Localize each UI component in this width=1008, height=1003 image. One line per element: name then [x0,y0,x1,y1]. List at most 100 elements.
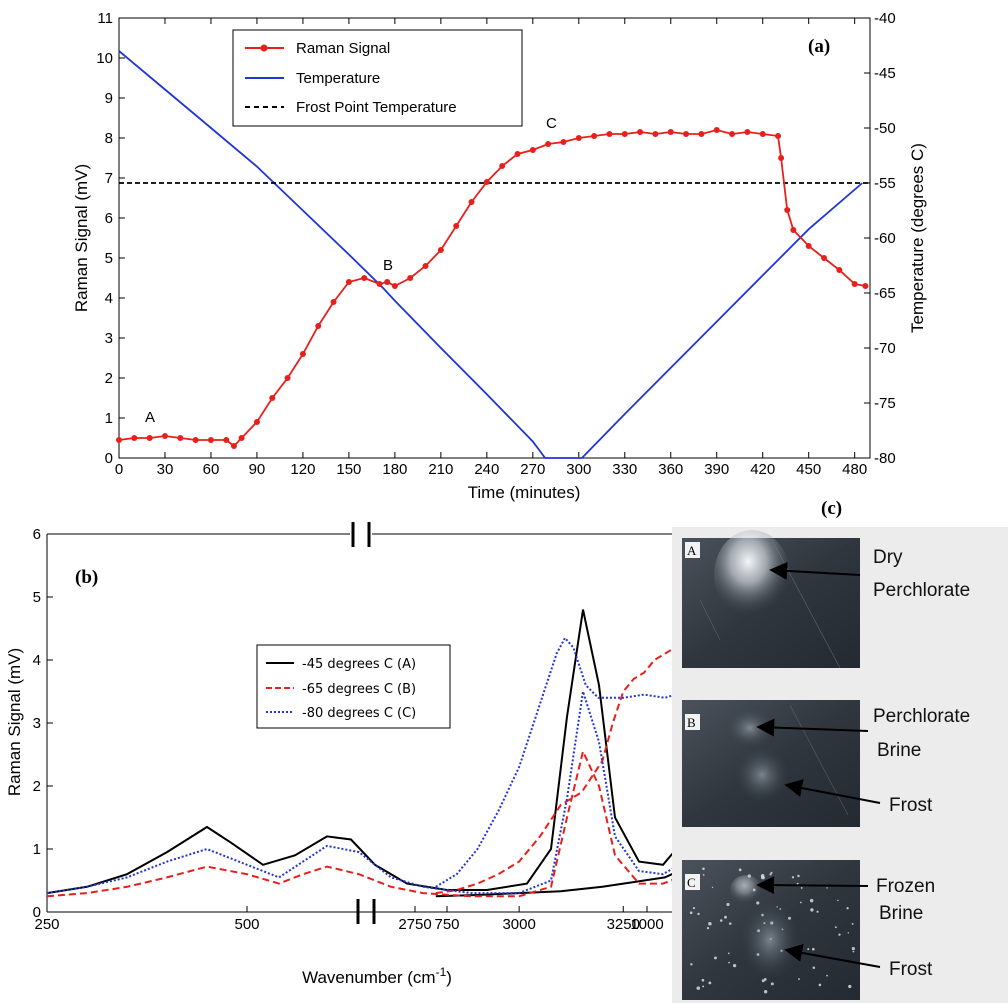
frost-dot [696,986,701,990]
raman-signal-point [621,131,628,137]
y2-tick-label: -50 [874,120,896,137]
raman-signal-point [545,141,552,147]
frost-dot [706,926,710,930]
photo-b-label-line2: Brine [877,740,921,761]
y-tick-label: 2 [105,370,113,387]
plot-b-xlabel: Wavenumber (cm-1) [302,965,452,987]
frost-dot [847,932,850,934]
raman-signal-point [437,247,444,253]
y-tick-label: 4 [105,290,113,307]
frost-dot [816,910,819,913]
legend-b-label: -65 degrees C (B) [302,682,416,697]
plot-a-ylabel: Raman Signal (mV) [72,164,91,312]
raman-signal-point [759,131,766,137]
raman-signal-point [284,375,291,381]
raman-signal-point [637,129,644,135]
legend-a-label: -45 degrees C (A) [302,657,416,672]
y-tick-label: 6 [105,210,113,227]
b-y-tick-label: 2 [33,778,41,795]
frost-dot [761,979,765,983]
x-tick-label: 240 [474,461,499,478]
arrow-frozen-brine [756,876,869,895]
frost-dot [848,984,852,989]
frost-dot [770,982,774,986]
plot-a-series [116,50,870,459]
b-y-tick-label: 6 [33,526,41,543]
raman-signal-point [330,299,337,305]
b-x-tick-label: 250 [34,916,59,933]
x-tick-label: 150 [336,461,361,478]
raman-signal-point [778,155,785,161]
y-tick-label: 8 [105,130,113,147]
x-tick-label: 0 [115,461,123,478]
frost-dot [702,867,705,871]
b-x-tick-label: 500 [234,916,259,933]
frost-dot [770,871,773,874]
frost-dot [812,947,815,951]
x-tick-label: 360 [658,461,683,478]
frost-dot [714,956,717,960]
y-tick-label: 3 [105,330,113,347]
frost-dot [689,911,693,915]
y2-tick-label: -70 [874,340,896,357]
raman-signal-point [384,279,391,285]
raman-signal-point [345,279,352,285]
y2-tick-label: -40 [874,10,896,27]
frost-dot [791,876,795,879]
legend-c-label: -80 degrees C (C) [302,706,416,721]
b-y-tick-label: 1 [33,841,41,858]
point-label-a: A [145,409,155,426]
raman-signal-point [575,135,582,141]
raman-signal-point [361,275,368,281]
raman-signal-point [230,443,237,449]
b-x-tick-label: 3000 [502,916,535,933]
y-tick-label: 11 [97,10,113,27]
arrow-frost-b [784,779,881,804]
photo-b-label-line1: Perchlorate [873,706,970,727]
frost-dot [799,901,802,904]
raman-signal-point [591,133,598,139]
frost-dot [701,978,705,982]
panel-a-label: (a) [808,36,830,57]
y2-tick-label: -60 [874,230,896,247]
raman-signal-point [299,351,306,357]
plot-a-legend: Raman Signal Temperature Frost Point Tem… [232,29,523,127]
raman-signal-point [744,129,751,135]
frost-dot [810,908,814,912]
frost-dot [702,985,705,988]
raman-signal-point [161,433,168,439]
y2-tick-label: -65 [874,285,896,302]
photo-b: B Perchlorate Brine Frost [682,700,970,827]
x-tick-label: 90 [249,461,266,478]
frost-dot [800,886,803,889]
raman-signal-point [784,207,791,213]
plot-a-xlabel: Time (minutes) [468,483,581,502]
raman-signal-point [499,163,506,169]
raman-signal-point [207,437,214,443]
plot-a-y2label: Temperature (degrees C) [908,143,927,333]
frost-dot [760,874,765,878]
raman-signal-point [131,435,138,441]
axis-break-marks [351,522,376,924]
frost-dot [797,874,800,878]
y2-tick-label: -45 [874,65,896,82]
b-y-tick-label: 4 [33,652,41,669]
y2-tick-label: -55 [874,175,896,192]
photo-a: A Dry Perchlorate [682,530,970,669]
y-tick-label: 9 [105,90,113,107]
photo-c-label-line1: Frozen [876,876,935,897]
b-x-tick-label: 1000 [630,916,663,933]
frost-dot [846,907,849,910]
photo-c: C Frozen Brine Frost [682,860,935,1000]
b-x-tick-label: 3250 [607,916,640,933]
frost-dot [826,974,828,977]
b-y-tick-label: 3 [33,715,41,732]
raman-signal-point [116,437,122,443]
raman-signal-point [652,131,659,137]
temperature-line [118,50,863,459]
raman-signal-point [483,179,490,185]
panel-c: (c) A Dry Perchlorate B Perchlorate Brin… [672,498,1008,1003]
frost-dot [724,915,727,919]
raman-signal-point [238,435,245,441]
